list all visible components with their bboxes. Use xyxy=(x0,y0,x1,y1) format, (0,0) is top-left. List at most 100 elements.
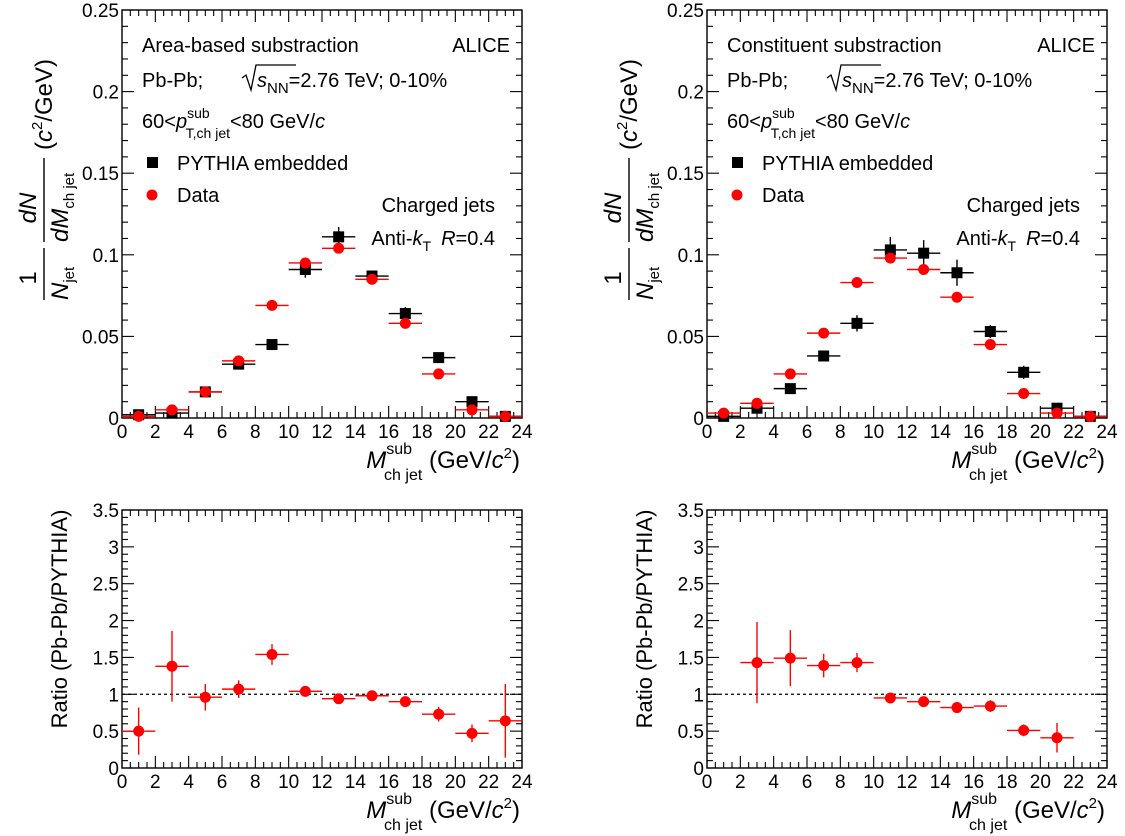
x-tick-label: 8 xyxy=(250,422,261,443)
x-tick-label: 22 xyxy=(1063,772,1084,793)
sqrt-sign xyxy=(241,64,296,93)
collision-system: Pb-Pb; sNN=2.76 TeV; 0-10% xyxy=(142,70,447,97)
data-point xyxy=(1018,724,1030,736)
x-tick-label: 24 xyxy=(1096,422,1118,443)
data-point xyxy=(751,657,763,669)
y-label-unit: (c2/GeV) xyxy=(29,59,58,150)
x-tick-label: 16 xyxy=(378,422,399,443)
pythia-point xyxy=(784,383,796,395)
pythia-point xyxy=(333,231,345,243)
y-tick-label: 0.1 xyxy=(678,246,704,267)
data-point xyxy=(851,277,863,289)
plot-frame xyxy=(121,509,523,769)
x-tick-label: 24 xyxy=(511,772,533,793)
y-tick-label: 3 xyxy=(693,538,704,559)
x-tick-label: 14 xyxy=(345,422,367,443)
data-point xyxy=(918,263,930,275)
panel-title: Area-based substraction xyxy=(142,35,359,57)
x-tick-label: 4 xyxy=(768,422,779,443)
data-point xyxy=(233,355,245,367)
series-data xyxy=(740,622,1074,753)
y-label-unit: (c2/GeV) xyxy=(614,59,643,150)
data-point xyxy=(499,410,511,422)
x-tick-label: 22 xyxy=(478,772,499,793)
data-point xyxy=(299,685,311,697)
y-tick-label: 0 xyxy=(693,409,704,430)
plot-frame xyxy=(706,509,1108,769)
data-point xyxy=(984,700,996,712)
series-data xyxy=(707,252,1107,422)
mass-distribution-panel: 0 2 4 6 8 10 12 14 16 18 20 22 2400.050.10.150.20.25… xyxy=(600,1,1118,484)
data-point xyxy=(366,690,378,702)
x-tick-label: 2 xyxy=(735,422,746,443)
x-tick-label: 16 xyxy=(963,772,984,793)
y-axis-label: Ratio (Pb-Pb/PYTHIA) xyxy=(47,510,72,729)
x-axis-label: Msub ch jet (GeV/c2) xyxy=(366,791,520,834)
legend-circle-marker xyxy=(731,189,743,201)
pythia-point xyxy=(818,350,830,362)
data-point xyxy=(399,317,411,329)
series-data xyxy=(122,242,522,422)
x-tick-label: 18 xyxy=(411,422,432,443)
x-axis-label: Msub ch jet (GeV/c2) xyxy=(366,441,520,484)
y-tick-label: 0.05 xyxy=(667,327,704,348)
x-tick-label: 4 xyxy=(183,422,194,443)
data-point xyxy=(718,407,730,419)
x-tick-label: 4 xyxy=(183,772,194,793)
x-tick-label: 10 xyxy=(278,422,299,443)
data-point xyxy=(784,652,796,664)
data-point xyxy=(366,273,378,285)
data-point xyxy=(499,715,511,727)
x-tick-label: 14 xyxy=(930,772,952,793)
data-point xyxy=(333,693,345,705)
data-point xyxy=(984,339,996,351)
jet-type-label: Charged jets xyxy=(967,195,1080,217)
x-tick-label: 0 xyxy=(702,772,713,793)
x-axis-label: Msub ch jet (GeV/c2) xyxy=(951,441,1105,484)
y-tick-label: 0 xyxy=(108,409,119,430)
y-tick-label: 1 xyxy=(693,685,704,706)
x-axis-label: Msub ch jet (GeV/c2) xyxy=(951,791,1105,834)
x-tick-label: 18 xyxy=(996,772,1017,793)
y-tick-label: 0.25 xyxy=(667,1,704,22)
x-tick-label: 6 xyxy=(802,422,813,443)
panel-title: Constituent substraction xyxy=(727,35,942,57)
data-point xyxy=(951,702,963,714)
data-point xyxy=(884,692,896,704)
x-tick-label: 6 xyxy=(217,422,228,443)
data-point xyxy=(1018,388,1030,400)
x-tick-label: 6 xyxy=(802,772,813,793)
pythia-point xyxy=(299,263,311,275)
y-tick-label: 1.5 xyxy=(93,648,119,669)
x-tick-label: 20 xyxy=(1030,422,1051,443)
jet-algorithm-label: Anti-kT R=0.4 xyxy=(956,228,1080,254)
y-tick-label: 2.5 xyxy=(678,575,704,596)
pythia-point xyxy=(951,267,963,279)
y-tick-label: 3.5 xyxy=(678,501,704,522)
y-tick-label: 2.5 xyxy=(93,575,119,596)
y-label-one: 1 xyxy=(600,271,627,284)
x-tick-label: 8 xyxy=(835,772,846,793)
data-point xyxy=(199,691,211,703)
y-tick-label: 2 xyxy=(108,612,119,633)
data-point xyxy=(884,252,896,264)
y-tick-label: 0 xyxy=(693,759,704,780)
y-label-dm: dMch jet xyxy=(47,172,78,242)
y-tick-label: 0.1 xyxy=(93,246,119,267)
y-tick-label: 0.2 xyxy=(93,83,119,104)
mass-distribution-panel: 0 2 4 6 8 10 12 14 16 18 20 22 2400.050.10.150.20.25… xyxy=(15,1,533,484)
x-tick-label: 4 xyxy=(768,772,779,793)
y-tick-label: 0.5 xyxy=(678,722,704,743)
x-tick-label: 6 xyxy=(217,772,228,793)
legend-circle-marker xyxy=(146,189,158,201)
x-tick-label: 2 xyxy=(150,422,161,443)
x-tick-label: 20 xyxy=(1030,772,1051,793)
data-point xyxy=(818,327,830,339)
data-point xyxy=(266,648,278,660)
y-tick-label: 0.05 xyxy=(82,327,119,348)
y-label-njet: Njet xyxy=(632,266,663,300)
pythia-point xyxy=(1018,366,1030,378)
y-label-dm: dMch jet xyxy=(632,172,663,242)
